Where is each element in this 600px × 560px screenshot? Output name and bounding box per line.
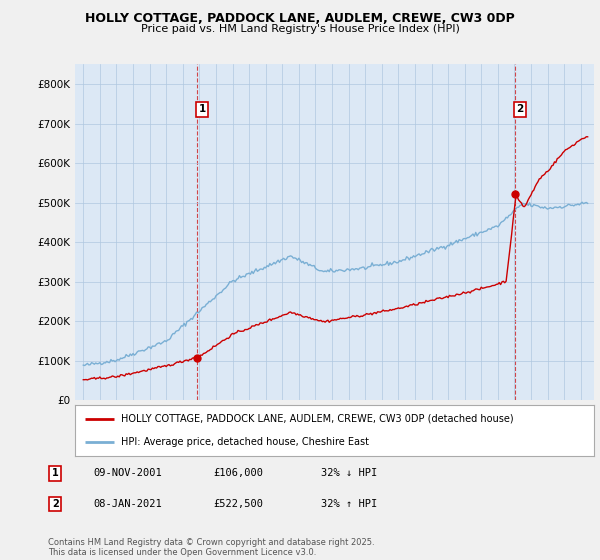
Text: 32% ↓ HPI: 32% ↓ HPI <box>321 468 377 478</box>
Text: 09-NOV-2001: 09-NOV-2001 <box>93 468 162 478</box>
Text: 1: 1 <box>52 468 59 478</box>
Text: 2: 2 <box>52 499 59 509</box>
Text: HOLLY COTTAGE, PADDOCK LANE, AUDLEM, CREWE, CW3 0DP (detached house): HOLLY COTTAGE, PADDOCK LANE, AUDLEM, CRE… <box>121 414 513 424</box>
Text: 32% ↑ HPI: 32% ↑ HPI <box>321 499 377 509</box>
Text: £106,000: £106,000 <box>213 468 263 478</box>
Text: Price paid vs. HM Land Registry's House Price Index (HPI): Price paid vs. HM Land Registry's House … <box>140 24 460 34</box>
Text: HPI: Average price, detached house, Cheshire East: HPI: Average price, detached house, Ches… <box>121 437 368 447</box>
Text: £522,500: £522,500 <box>213 499 263 509</box>
Text: 08-JAN-2021: 08-JAN-2021 <box>93 499 162 509</box>
Text: 1: 1 <box>199 105 206 114</box>
Text: 2: 2 <box>516 105 524 114</box>
Text: Contains HM Land Registry data © Crown copyright and database right 2025.
This d: Contains HM Land Registry data © Crown c… <box>48 538 374 557</box>
Text: HOLLY COTTAGE, PADDOCK LANE, AUDLEM, CREWE, CW3 0DP: HOLLY COTTAGE, PADDOCK LANE, AUDLEM, CRE… <box>85 12 515 25</box>
